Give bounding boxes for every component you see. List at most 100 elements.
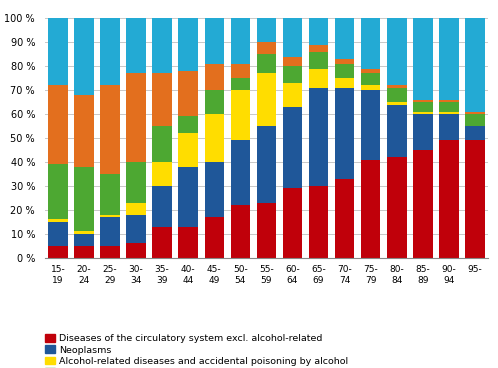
Bar [256,126,276,202]
Bar [178,167,198,227]
Bar [100,215,120,217]
Bar [387,85,406,88]
Bar [74,18,94,95]
Bar [100,85,120,174]
Bar [231,90,250,141]
Bar [178,18,198,71]
Bar [205,217,224,258]
Bar [413,102,433,112]
Bar [413,150,433,258]
Bar [361,90,380,160]
Bar [256,42,276,54]
Bar [205,18,224,64]
Bar [309,52,328,68]
Bar [178,227,198,258]
Bar [413,112,433,114]
Bar [256,18,276,42]
Bar [152,74,172,126]
Bar [152,227,172,258]
Bar [283,57,302,66]
Bar [439,102,459,112]
Bar [283,188,302,258]
Bar [74,167,94,231]
Bar [48,219,68,222]
Bar [178,116,198,133]
Bar [231,141,250,205]
Bar [439,100,459,102]
Bar [465,18,485,112]
Bar [178,133,198,167]
Bar [387,88,406,102]
Bar [152,126,172,162]
Bar [231,78,250,90]
Bar [465,114,485,126]
Bar [256,54,276,74]
Bar [126,215,146,243]
Bar [74,95,94,167]
Bar [309,18,328,45]
Bar [309,45,328,52]
Bar [465,141,485,258]
Bar [100,217,120,246]
Bar [361,160,380,258]
Bar [205,64,224,90]
Bar [231,18,250,64]
Bar [48,18,68,85]
Bar [283,18,302,57]
Bar [335,64,355,78]
Bar [74,246,94,258]
Bar [100,246,120,258]
Bar [283,83,302,107]
Bar [231,64,250,78]
Bar [335,88,355,179]
Bar [256,74,276,126]
Bar [126,243,146,258]
Bar [283,66,302,83]
Bar [309,88,328,186]
Bar [335,78,355,88]
Bar [361,74,380,85]
Bar [465,112,485,114]
Bar [413,114,433,150]
Bar [205,90,224,114]
Bar [309,186,328,258]
Bar [256,202,276,258]
Bar [413,18,433,100]
Bar [439,18,459,100]
Legend: Diseases of the circulatory system excl. alcohol-related, Neoplasms, Alcohol-rel: Diseases of the circulatory system excl.… [45,334,349,368]
Bar [387,102,406,105]
Bar [178,71,198,117]
Bar [335,179,355,258]
Bar [100,18,120,85]
Bar [205,114,224,162]
Bar [283,107,302,188]
Bar [465,126,485,141]
Bar [100,174,120,215]
Bar [126,74,146,162]
Bar [126,162,146,202]
Bar [387,157,406,258]
Bar [74,231,94,234]
Bar [439,114,459,141]
Bar [361,68,380,74]
Bar [439,112,459,114]
Bar [48,222,68,246]
Bar [439,141,459,258]
Bar [335,18,355,59]
Bar [205,162,224,217]
Bar [231,205,250,258]
Bar [152,18,172,74]
Bar [126,202,146,215]
Bar [361,85,380,90]
Bar [126,18,146,74]
Bar [309,68,328,88]
Bar [361,18,380,68]
Bar [48,246,68,258]
Bar [413,100,433,102]
Bar [387,105,406,157]
Bar [152,162,172,186]
Bar [48,164,68,219]
Bar [74,234,94,246]
Bar [387,18,406,85]
Bar [335,59,355,64]
